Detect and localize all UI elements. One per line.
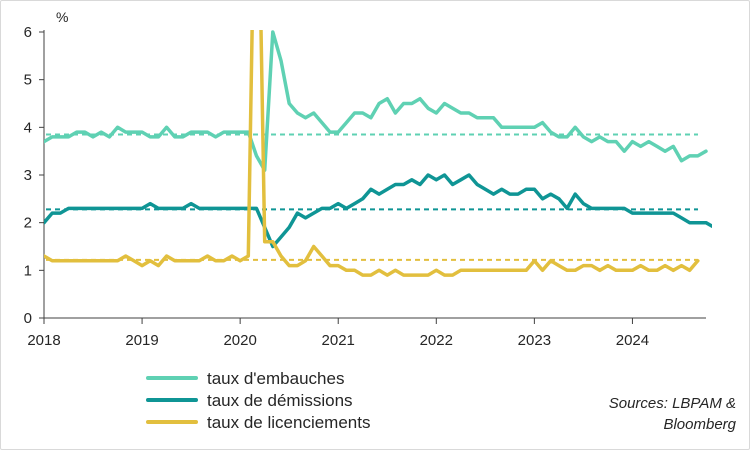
x-tick-label: 2018 xyxy=(27,332,60,349)
y-tick-label: 2 xyxy=(24,215,32,232)
average-lines-layer xyxy=(46,133,698,261)
x-tick-label: 2020 xyxy=(223,332,256,349)
x-tick-label: 2021 xyxy=(322,332,355,349)
axes-layer: 0 1 2 3 4 5 6 2018 2019 2020 2021 2022 2023 2024 xyxy=(24,24,706,349)
x-tick-label: 2022 xyxy=(420,332,453,349)
legend-label-embauches: taux d'embauches xyxy=(207,369,344,388)
series-line-embauches xyxy=(44,30,708,172)
y-tick-label: 4 xyxy=(24,119,32,136)
legend: taux d'embauches taux de démissions taux d… xyxy=(146,369,370,432)
x-tick-label: 2024 xyxy=(616,332,649,349)
x-tick-label: 2023 xyxy=(518,332,551,349)
series-line-demissions xyxy=(44,173,712,249)
legend-label-demissions: taux de démissions xyxy=(207,391,353,410)
series-line-licenciements xyxy=(44,30,700,277)
series-layer xyxy=(44,30,712,277)
y-tick-label: 6 xyxy=(24,24,32,41)
y-tick-label: 1 xyxy=(24,262,32,279)
source-note: Sources: LBPAM & Bloomberg xyxy=(608,395,736,433)
legend-label-licenciements: taux de licenciements xyxy=(207,413,370,432)
y-tick-label: 0 xyxy=(24,310,32,327)
y-tick-label: 3 xyxy=(24,167,32,184)
y-tick-label: 5 xyxy=(24,72,32,89)
x-tick-label: 2019 xyxy=(125,332,158,349)
unit-label: % xyxy=(56,9,68,25)
